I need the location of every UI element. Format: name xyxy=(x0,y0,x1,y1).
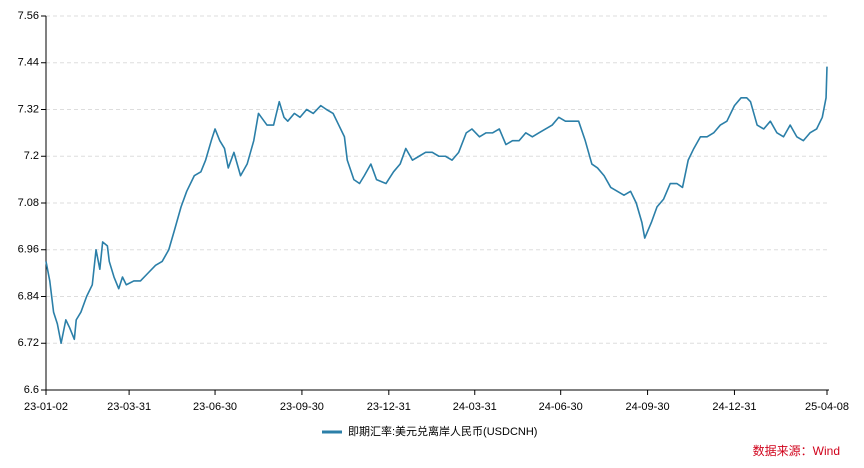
y-tick-label: 6.84 xyxy=(18,290,39,302)
x-tick-label: 24-06-30 xyxy=(539,401,583,413)
y-tick-label: 6.72 xyxy=(18,337,39,349)
y-tick-label: 7.56 xyxy=(18,10,39,22)
x-tick-label: 23-06-30 xyxy=(193,401,237,413)
y-tick-label: 7.44 xyxy=(18,57,39,69)
x-tick-label: 23-03-31 xyxy=(107,401,151,413)
y-tick-label: 6.96 xyxy=(18,244,39,256)
series-line xyxy=(45,66,828,345)
x-tick-label: 23-12-31 xyxy=(367,401,411,413)
y-tick-label: 7.2 xyxy=(24,150,39,162)
x-tick-label: 23-09-30 xyxy=(280,401,324,413)
y-tick-label: 7.08 xyxy=(18,197,39,209)
source-note: 数据来源：Wind xyxy=(753,443,840,458)
y-tick-label: 7.32 xyxy=(18,103,39,115)
x-tick-label: 23-01-02 xyxy=(24,401,68,413)
y-tick-label: 6.6 xyxy=(24,384,39,396)
x-tick-label: 25-04-08 xyxy=(805,401,849,413)
legend-label: 即期汇率:美元兑离岸人民币(USDCNH) xyxy=(348,424,537,438)
x-tick-label: 24-12-31 xyxy=(712,401,756,413)
x-tick-label: 24-03-31 xyxy=(453,401,497,413)
x-tick-label: 24-09-30 xyxy=(626,401,670,413)
